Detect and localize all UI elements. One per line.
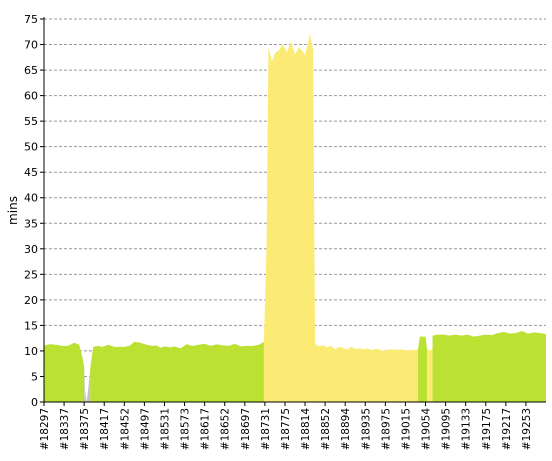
y-axis-label: mins — [6, 196, 20, 225]
x-tick-label: #18497 — [139, 408, 151, 450]
x-tick-label: #18975 — [380, 408, 392, 450]
y-tick-label: 45 — [24, 166, 38, 179]
x-tick-label: #19095 — [441, 408, 453, 450]
x-tick-label: #18337 — [59, 408, 71, 450]
y-tick-label: 70 — [24, 39, 38, 52]
y-axis-ticks: 0 5 10 15 20 25 30 35 40 45 50 55 60 65 70 75 — [24, 13, 44, 409]
x-tick-label: #18697 — [240, 408, 252, 450]
y-tick-label: 10 — [24, 345, 38, 358]
x-tick-label: #18814 — [300, 408, 312, 451]
x-tick-label: #18417 — [99, 408, 111, 450]
x-tick-label: #18731 — [260, 408, 272, 450]
x-tick-label: #19054 — [421, 408, 433, 451]
x-tick-label: #18452 — [119, 408, 131, 450]
y-tick-label: 0 — [31, 396, 38, 409]
y-tick-label: 30 — [24, 243, 38, 256]
y-tick-label: 50 — [24, 141, 38, 154]
x-tick-label: #18617 — [200, 408, 212, 450]
x-tick-label: #18894 — [340, 408, 352, 451]
area-success-0 — [44, 342, 85, 402]
x-tick-label: #18375 — [79, 408, 91, 450]
x-tick-label: #18297 — [39, 408, 51, 450]
y-tick-label: 65 — [24, 64, 38, 77]
x-axis-ticks: #18297 #18337 #18375 #18417 #18452 #18497 #185… — [39, 402, 533, 450]
x-tick-label: #18935 — [360, 408, 372, 450]
area-success-4 — [417, 336, 428, 402]
area-failure-1 — [84, 366, 91, 402]
y-tick-label: 75 — [24, 13, 38, 26]
x-tick-label: #19015 — [400, 408, 412, 450]
x-tick-label: #18573 — [180, 408, 192, 450]
y-tick-label: 60 — [24, 90, 38, 103]
y-tick-label: 15 — [24, 319, 38, 332]
x-tick-label: #18531 — [159, 408, 171, 450]
y-tick-label: 55 — [24, 115, 38, 128]
area-unstable-5 — [427, 349, 433, 402]
y-tick-label: 40 — [24, 192, 38, 205]
y-tick-label: 5 — [31, 370, 38, 383]
y-tick-label: 20 — [24, 294, 38, 307]
x-tick-label: #18775 — [280, 408, 292, 450]
x-tick-label: #19175 — [481, 408, 493, 450]
y-tick-label: 25 — [24, 268, 38, 281]
x-tick-label: #19133 — [461, 408, 473, 450]
x-tick-label: #18652 — [220, 408, 232, 450]
x-tick-label: #18852 — [320, 408, 332, 450]
area-success-6 — [432, 331, 546, 402]
x-tick-label: #19253 — [521, 408, 533, 450]
x-tick-label: #19217 — [501, 408, 513, 450]
y-tick-label: 35 — [24, 217, 38, 230]
area-unstable-3 — [263, 34, 418, 402]
area-series — [44, 34, 546, 402]
area-success-2 — [90, 341, 264, 402]
